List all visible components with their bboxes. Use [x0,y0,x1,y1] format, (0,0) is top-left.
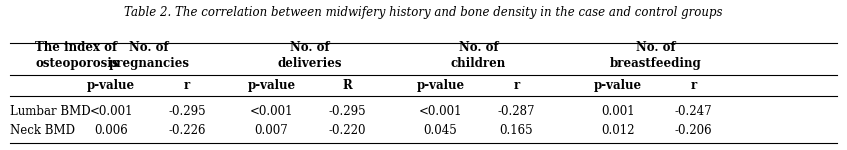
Text: No. of
deliveries: No. of deliveries [277,41,342,70]
Text: No. of
pregnancies: No. of pregnancies [108,41,190,70]
Text: Table 2. The correlation between midwifery history and bone density in the case : Table 2. The correlation between midwife… [125,6,722,19]
Text: p-value: p-value [417,79,464,92]
Text: -0.295: -0.295 [169,105,206,118]
Text: -0.206: -0.206 [675,124,712,137]
Text: 0.165: 0.165 [500,124,533,137]
Text: p-value: p-value [594,79,642,92]
Text: 0.045: 0.045 [424,124,457,137]
Text: <0.001: <0.001 [418,105,462,118]
Text: Lumbar BMD: Lumbar BMD [10,105,91,118]
Text: -0.220: -0.220 [329,124,366,137]
Text: r: r [184,79,191,92]
Text: 0.001: 0.001 [601,105,634,118]
Text: -0.226: -0.226 [169,124,206,137]
Text: No. of
children: No. of children [451,41,506,70]
Text: <0.001: <0.001 [250,105,293,118]
Text: p-value: p-value [87,79,136,92]
Text: R: R [343,79,352,92]
Text: r: r [690,79,697,92]
Text: r: r [513,79,519,92]
Text: The index of
osteoporosis: The index of osteoporosis [36,41,119,70]
Text: <0.001: <0.001 [90,105,133,118]
Text: p-value: p-value [247,79,296,92]
Text: 0.012: 0.012 [601,124,634,137]
Text: Neck BMD: Neck BMD [10,124,75,137]
Text: -0.287: -0.287 [498,105,535,118]
Text: 0.006: 0.006 [94,124,128,137]
Text: 0.007: 0.007 [255,124,289,137]
Text: -0.247: -0.247 [675,105,712,118]
Text: No. of
breastfeeding: No. of breastfeeding [610,41,701,70]
Text: -0.295: -0.295 [329,105,367,118]
